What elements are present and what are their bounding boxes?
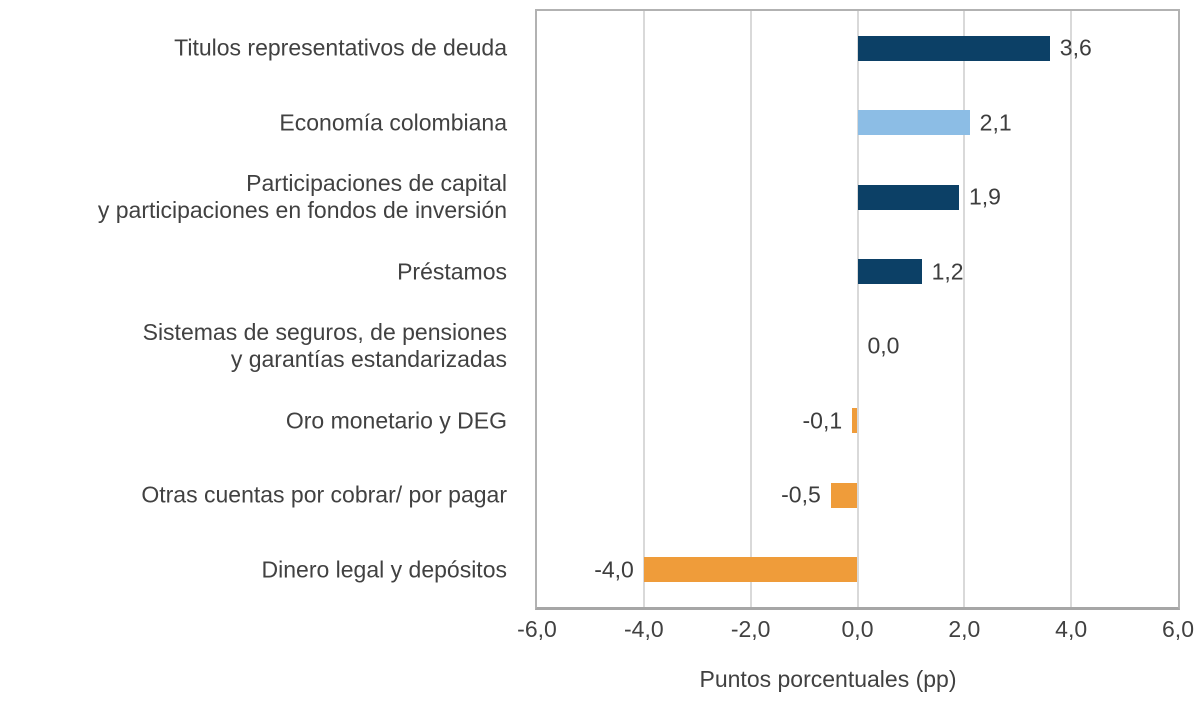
category-label: Otras cuentas por cobrar/ por pagar [141, 481, 507, 508]
plot-area: 3,6 2,1 1,9 1,2 0,0 -0,1 -0,5 -4,0 [535, 9, 1180, 610]
value-label: 1,9 [968, 183, 1001, 210]
category-label: Préstamos [397, 258, 507, 285]
bar [857, 110, 970, 136]
gridline-x--4,0 [642, 11, 645, 607]
value-label: 1,2 [931, 258, 964, 285]
gridline-x-2,0 [963, 11, 966, 607]
x-tick-label: -6,0 [517, 616, 557, 642]
bar [830, 482, 858, 508]
category-label: Sistemas de seguros, de pensiones y gara… [142, 319, 507, 373]
gridline-x-4,0 [1070, 11, 1073, 607]
bar [852, 408, 858, 434]
category-label: Dinero legal y depósitos [261, 556, 507, 583]
x-tick-label: 4,0 [1055, 616, 1088, 642]
x-tick-label: 0,0 [841, 616, 874, 642]
x-axis-title: Puntos porcentuales (pp) [699, 666, 957, 692]
x-tick-label: 6,0 [1162, 616, 1194, 642]
category-label: Economía colombiana [279, 109, 507, 136]
gridline-x--2,0 [749, 11, 752, 607]
bar [857, 259, 922, 285]
value-label: -0,5 [781, 481, 821, 508]
value-label: 2,1 [979, 109, 1012, 136]
x-tick-label: -2,0 [730, 616, 771, 642]
value-label: 3,6 [1059, 34, 1092, 61]
bar [643, 557, 858, 583]
category-label: Titulos representativos de deuda [174, 34, 507, 61]
bar [857, 184, 959, 210]
x-tick-label: 2,0 [948, 616, 981, 642]
x-tick-label: -4,0 [624, 616, 664, 642]
value-label: 0,0 [867, 332, 900, 359]
category-label: Participaciones de capital y participaci… [97, 170, 507, 224]
bar [857, 35, 1050, 61]
gridline-x-0,0 [856, 11, 859, 607]
value-label: -0,1 [802, 407, 843, 434]
value-label: -4,0 [594, 556, 634, 583]
category-label: Oro monetario y DEG [285, 407, 507, 434]
